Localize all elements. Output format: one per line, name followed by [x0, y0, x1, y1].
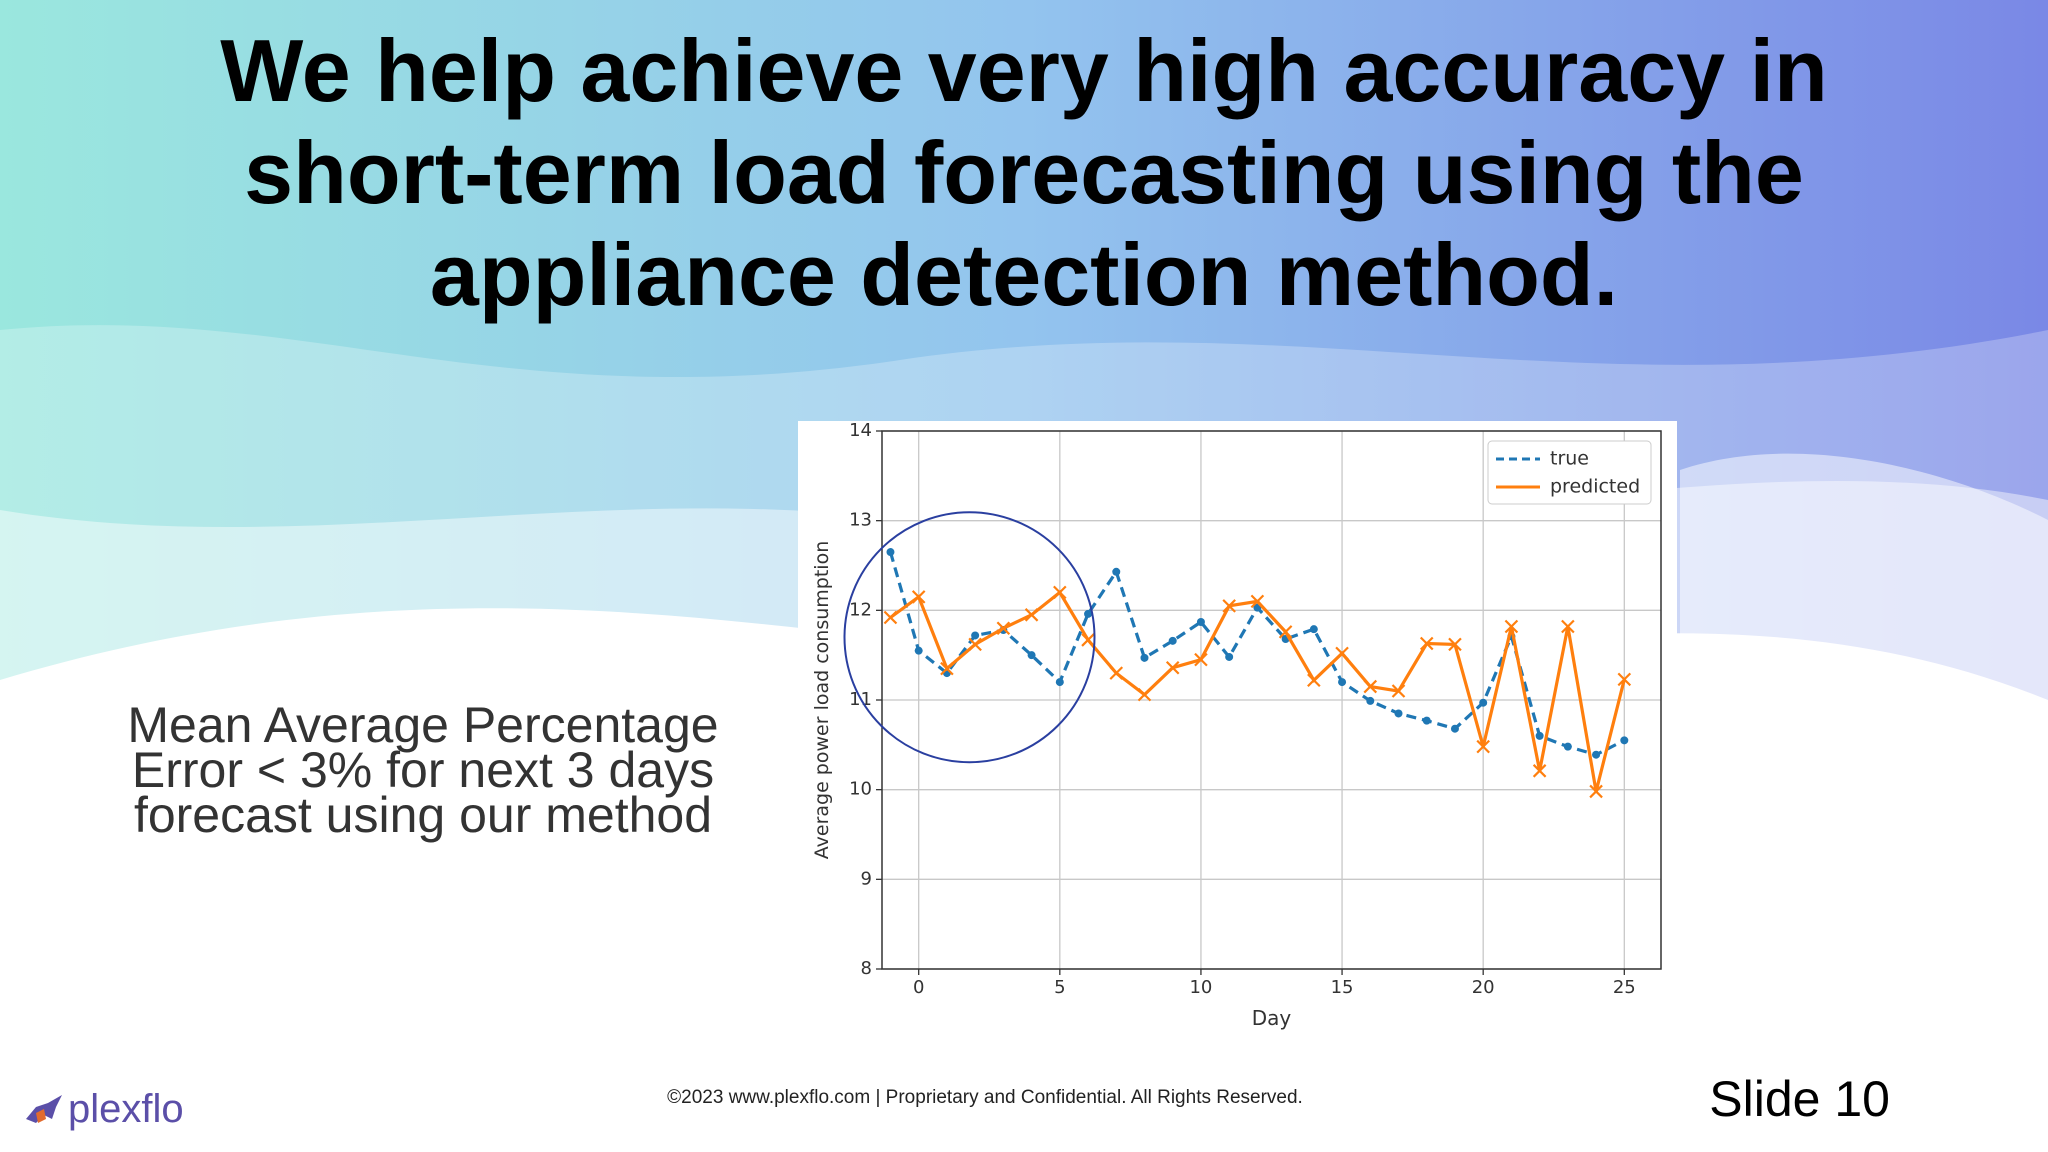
point-marker: [1532, 764, 1547, 778]
x-tick-label: 0: [913, 977, 924, 998]
chart-background: [798, 421, 1677, 1045]
point-marker: [1363, 679, 1378, 694]
point-marker: [1055, 678, 1064, 687]
point-marker: [1535, 731, 1544, 740]
x-tick-label: 5: [1054, 977, 1065, 998]
point-marker: [1084, 609, 1093, 618]
y-tick-label: 12: [849, 599, 872, 620]
point-marker: [940, 661, 954, 676]
point-marker: [1168, 636, 1177, 645]
point-marker: [1504, 619, 1519, 634]
logo: plexflo: [22, 1084, 184, 1134]
plot-frame: [881, 430, 1662, 970]
body-text: Mean Average Percentage Error < 3% for n…: [127, 697, 719, 843]
point-marker: [1278, 625, 1293, 639]
point-marker: [996, 621, 1011, 636]
point-marker: [1309, 625, 1318, 634]
point-marker: [1394, 709, 1403, 718]
point-marker: [1140, 653, 1149, 662]
point-marker: [1476, 739, 1490, 754]
point-marker: [1450, 724, 1459, 733]
point-marker: [1194, 652, 1208, 667]
y-tick-label: 10: [849, 779, 872, 800]
point-marker: [1222, 599, 1236, 613]
point-marker: [1250, 594, 1265, 609]
point-marker: [1563, 742, 1572, 751]
y-tick-label: 9: [861, 868, 872, 889]
point-marker: [1391, 684, 1406, 698]
logo-text: plexflo: [68, 1086, 184, 1131]
point-marker: [1592, 750, 1601, 759]
legend-label: true: [1550, 448, 1589, 470]
point-marker: [1307, 673, 1321, 688]
point-marker: [1196, 617, 1205, 626]
y-tick-label: 14: [849, 421, 872, 441]
slide-number: Slide 10: [1709, 1071, 1890, 1127]
point-marker: [1081, 633, 1095, 647]
x-tick-label: 15: [1331, 977, 1354, 998]
point-marker: [1448, 637, 1462, 652]
point-marker: [1027, 651, 1036, 660]
magnifier: [843, 511, 1096, 764]
point-marker: [911, 590, 926, 604]
x-axis-label: Day: [1252, 1006, 1292, 1030]
legend-label: predicted: [1550, 476, 1640, 498]
point-marker: [1335, 646, 1349, 661]
y-tick-label: 8: [861, 958, 872, 979]
point-marker: [1112, 567, 1121, 576]
point-marker: [1479, 698, 1488, 707]
point-marker: [914, 646, 923, 655]
x-tick-label: 25: [1613, 977, 1636, 998]
point-marker: [1617, 672, 1632, 687]
x-tick-label: 20: [1472, 977, 1495, 998]
point-marker: [971, 631, 980, 640]
point-marker: [1109, 666, 1124, 680]
point-marker: [1366, 696, 1375, 705]
point-marker: [1165, 660, 1180, 675]
point-marker: [1225, 652, 1234, 661]
point-marker: [968, 637, 982, 652]
y-axis-label: Average power load consumption: [811, 541, 833, 860]
point-marker: [1338, 678, 1347, 687]
x-tick-label: 10: [1189, 977, 1212, 998]
point-marker: [1561, 619, 1575, 634]
point-marker: [1422, 716, 1431, 725]
point-marker: [1620, 736, 1629, 745]
slide-title: We help achieve very high accuracy in sh…: [220, 21, 1828, 324]
point-marker: [1589, 784, 1603, 799]
point-marker: [1137, 687, 1152, 702]
point-marker: [1053, 585, 1067, 600]
y-tick-label: 13: [849, 510, 872, 531]
footer: ©2023 www.plexflo.com | Proprietary and …: [667, 1087, 1303, 1108]
point-marker: [1024, 608, 1039, 622]
point-marker: [1419, 636, 1434, 651]
point-marker: [886, 548, 895, 557]
point-marker: [883, 610, 898, 625]
logo-icon: [26, 1095, 62, 1123]
